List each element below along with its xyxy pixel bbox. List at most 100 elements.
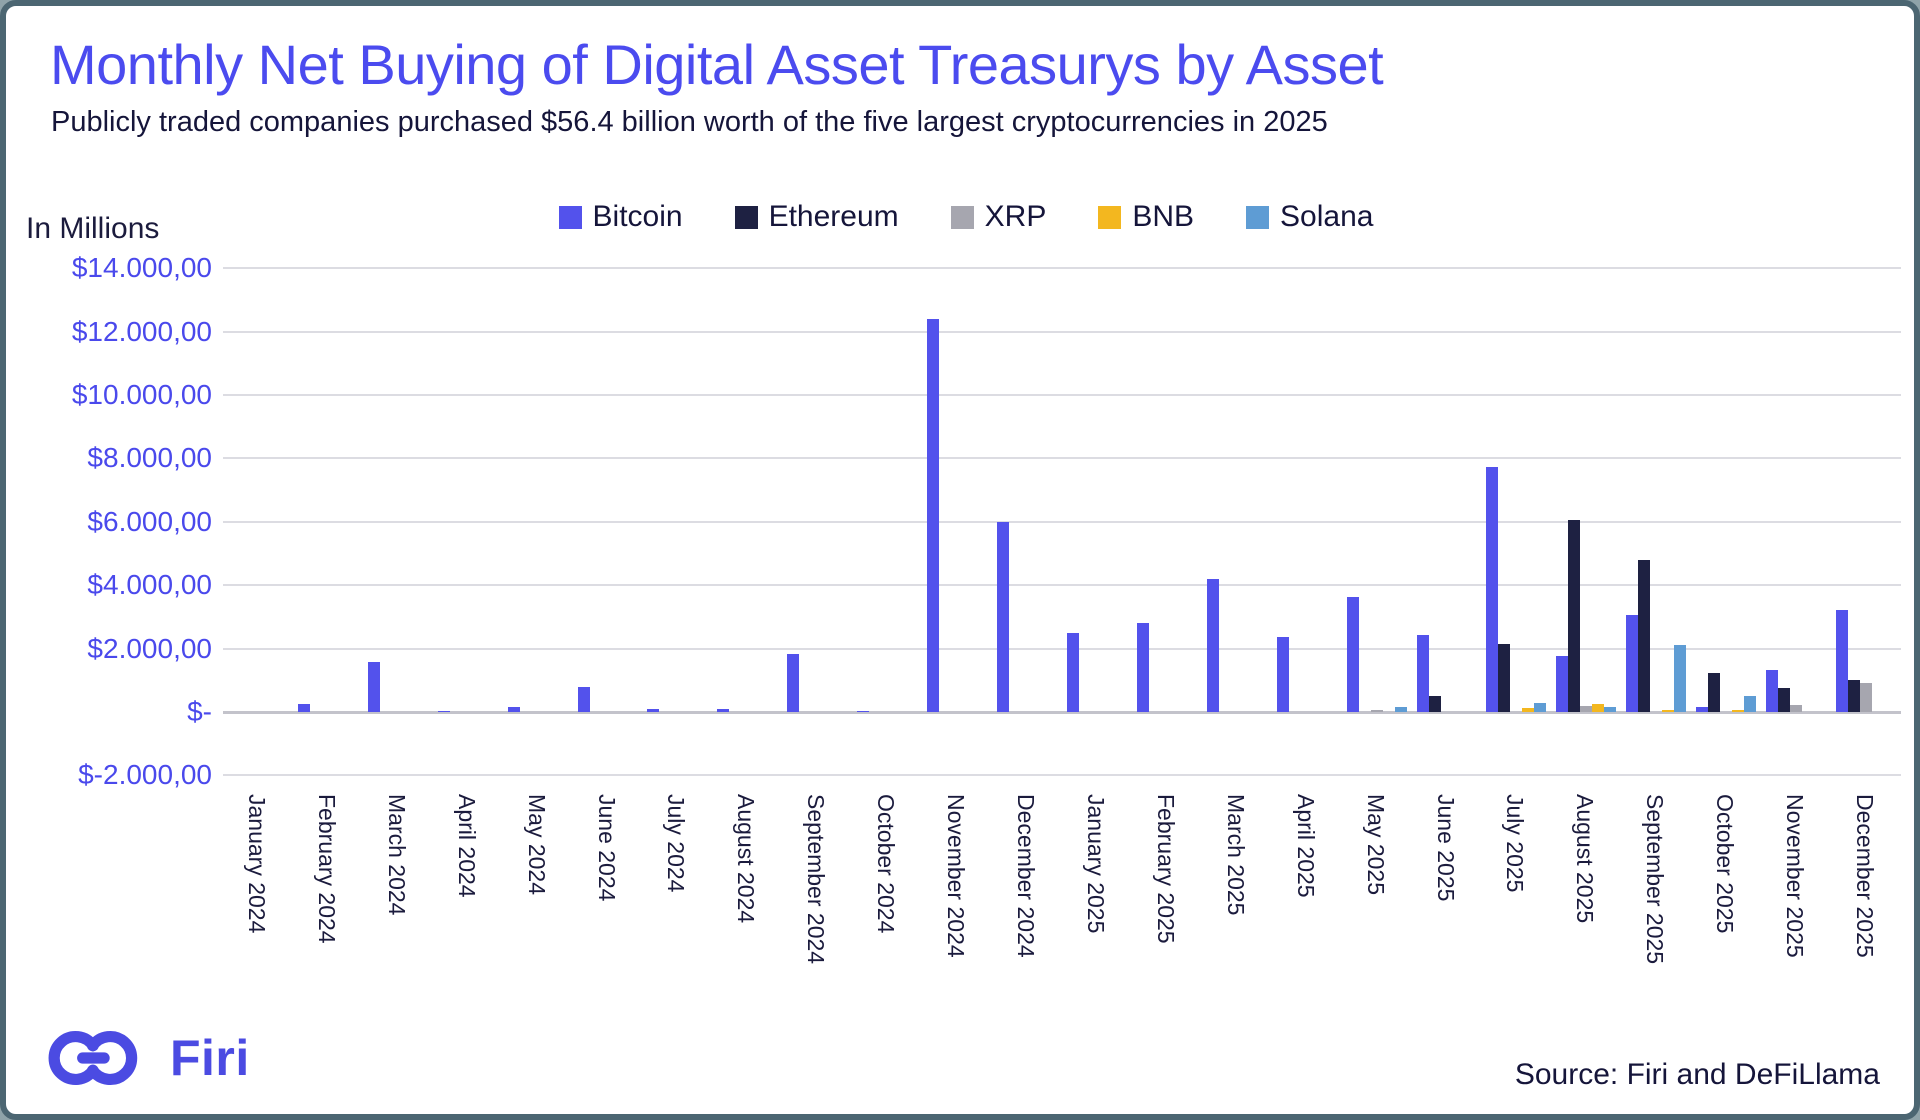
plot-area: $14.000,00 $12.000,00 $10.000,00 $8.000,00 $…	[6, 6, 1914, 1114]
y-axis-tick-label: $14.000,00	[71, 252, 212, 284]
bar-solana-19	[1604, 707, 1617, 712]
x-axis-label-3: April 2024	[453, 794, 480, 898]
bar-bitcoin-17	[1416, 634, 1429, 712]
bar-xrp-19	[1580, 706, 1593, 712]
bar-bitcoin-1	[297, 704, 310, 712]
source-attribution: Source: Firi and DeFiLlama	[1514, 1058, 1880, 1091]
firi-logo: Firi	[46, 1026, 250, 1090]
gridline	[223, 647, 1901, 650]
bar-ethereum-18	[1498, 644, 1511, 712]
x-axis-label-8: September 2024	[803, 794, 830, 965]
bar-ethereum-21	[1708, 673, 1721, 712]
bar-bnb-18	[1522, 707, 1535, 712]
legend-item-ethereum: Ethereum	[734, 200, 899, 234]
x-axis-label-13: February 2025	[1152, 794, 1179, 944]
xrp-swatch-icon	[950, 205, 974, 229]
chart-subtitle: Publicly traded companies purchased $56.…	[51, 106, 1328, 138]
gridline	[223, 520, 1901, 523]
bar-ethereum-19	[1568, 519, 1581, 712]
x-axis-label-23: December 2025	[1852, 794, 1879, 958]
x-axis-label-7: August 2024	[733, 794, 760, 924]
bar-bitcoin-3	[437, 710, 450, 712]
bar-bitcoin-12	[1066, 632, 1079, 712]
legend: Bitcoin Ethereum XRP BNB Solana	[6, 200, 1914, 234]
bar-bitcoin-22	[1766, 670, 1779, 712]
y-axis-tick-label: $12.000,00	[71, 315, 212, 347]
bar-bitcoin-2	[367, 662, 380, 712]
gridline	[223, 774, 1901, 777]
bar-bitcoin-13	[1136, 622, 1149, 712]
legend-label-xrp: XRP	[984, 200, 1047, 233]
bar-bitcoin-20	[1626, 614, 1639, 712]
y-axis-tick-label: $-	[187, 696, 212, 727]
x-axis-label-14: March 2025	[1222, 794, 1249, 916]
x-axis-label-17: June 2025	[1432, 794, 1459, 902]
bar-bitcoin-9	[857, 710, 870, 712]
legend-item-solana: Solana	[1246, 200, 1373, 234]
x-axis-label-16: May 2025	[1362, 794, 1389, 896]
x-axis-label-2: March 2024	[383, 794, 410, 916]
bar-solana-16	[1394, 707, 1407, 712]
bar-ethereum-22	[1778, 687, 1791, 712]
legend-item-bitcoin: Bitcoin	[558, 200, 683, 234]
bar-bnb-20	[1662, 710, 1675, 712]
bar-bitcoin-8	[787, 653, 800, 712]
firi-logo-icon	[48, 1031, 138, 1085]
chart-title: Monthly Net Buying of Digital Asset Trea…	[50, 33, 1384, 96]
x-axis-label-5: June 2024	[593, 794, 620, 902]
gridline	[223, 330, 1901, 333]
bar-bitcoin-14	[1206, 578, 1219, 712]
x-axis-label-19: August 2025	[1572, 794, 1599, 924]
solana-swatch-icon	[1246, 205, 1270, 229]
zero-gridline	[223, 711, 1901, 714]
x-axis-label-6: July 2024	[663, 794, 690, 893]
legend-label-solana: Solana	[1280, 200, 1374, 233]
bar-solana-18	[1534, 703, 1547, 712]
y-axis-tick-label: $-2.000,00	[78, 759, 212, 791]
x-axis-label-18: July 2025	[1502, 794, 1529, 893]
bar-bitcoin-18	[1486, 466, 1499, 712]
x-axis-label-9: October 2024	[873, 794, 900, 934]
bar-solana-20	[1674, 645, 1687, 712]
bar-bitcoin-23	[1836, 609, 1849, 712]
bar-bitcoin-5	[577, 686, 590, 712]
legend-label-bnb: BNB	[1132, 200, 1195, 233]
x-axis-label-4: May 2024	[523, 794, 550, 896]
legend-label-ethereum: Ethereum	[768, 200, 899, 233]
gridline	[223, 584, 1901, 587]
x-axis-label-1: February 2024	[313, 794, 340, 944]
y-axis-tick-label: $10.000,00	[71, 379, 212, 410]
bar-bitcoin-6	[647, 709, 660, 712]
y-axis-tick-label: $2.000,00	[87, 632, 212, 664]
x-axis-label-20: September 2025	[1642, 794, 1669, 965]
x-axis-label-12: January 2025	[1082, 794, 1109, 934]
x-axis-label-10: November 2024	[943, 794, 970, 958]
gridline	[223, 394, 1901, 396]
gridline	[223, 457, 1901, 460]
bar-bitcoin-21	[1696, 707, 1709, 712]
bar-xrp-23	[1860, 683, 1873, 712]
bitcoin-swatch-icon	[558, 205, 582, 229]
bar-bnb-21	[1732, 709, 1745, 712]
bar-xrp-16	[1370, 710, 1383, 712]
bar-bitcoin-10	[927, 318, 940, 712]
y-axis-tick-label: $4.000,00	[87, 569, 212, 601]
y-axis-tick-label: $8.000,00	[87, 442, 212, 474]
x-axis-label-11: December 2024	[1013, 794, 1040, 958]
bar-ethereum-17	[1428, 695, 1441, 712]
x-axis-label-15: April 2025	[1292, 794, 1319, 898]
bar-xrp-22	[1790, 704, 1803, 712]
legend-item-bnb: BNB	[1098, 200, 1194, 234]
bar-bitcoin-19	[1556, 656, 1569, 712]
bar-solana-21	[1744, 696, 1757, 712]
ethereum-swatch-icon	[734, 205, 758, 229]
bar-ethereum-23	[1848, 680, 1861, 712]
bar-ethereum-20	[1638, 559, 1651, 712]
x-axis-label-0: January 2024	[243, 794, 270, 934]
gridline	[223, 267, 1901, 270]
x-axis-label-21: October 2025	[1712, 794, 1739, 934]
bar-bitcoin-16	[1346, 597, 1359, 712]
bnb-swatch-icon	[1098, 205, 1122, 229]
bar-bitcoin-4	[507, 707, 520, 712]
